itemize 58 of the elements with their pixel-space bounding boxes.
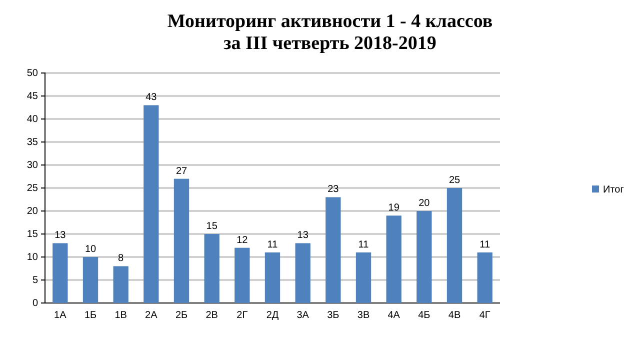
bar — [356, 252, 372, 303]
data-label: 8 — [118, 253, 124, 264]
x-tick-label: 1Б — [84, 310, 97, 322]
x-tick-label: 2Г — [236, 310, 248, 322]
x-tick-label: 2Б — [175, 310, 188, 322]
bar — [144, 105, 159, 303]
bar — [234, 248, 250, 303]
y-tick-label: 15 — [26, 229, 38, 240]
x-tick-label: 1В — [114, 310, 128, 322]
x-tick-label: 4А — [388, 310, 400, 322]
data-label: 12 — [236, 234, 248, 246]
y-tick-label: 40 — [26, 114, 38, 126]
y-tick-label: 10 — [26, 252, 38, 264]
data-label: 25 — [448, 175, 460, 186]
x-tick-label: 4Б — [418, 310, 431, 322]
y-tick-label: 45 — [26, 91, 38, 102]
bar — [113, 266, 128, 303]
y-tick-label: 35 — [26, 137, 38, 148]
data-label: 19 — [388, 202, 400, 214]
data-label: 11 — [267, 239, 278, 250]
x-tick-label: 2В — [206, 310, 218, 322]
data-label: 10 — [84, 244, 96, 255]
y-tick-label: 50 — [26, 68, 38, 80]
y-tick-label: 25 — [26, 183, 38, 194]
bar — [386, 216, 402, 303]
bar — [477, 252, 492, 303]
bar — [326, 197, 341, 303]
y-tick-label: 5 — [32, 275, 38, 286]
data-label: 15 — [206, 221, 218, 232]
data-label: 11 — [358, 239, 370, 250]
bar — [295, 243, 310, 303]
data-label: 27 — [176, 166, 188, 177]
data-label: 13 — [297, 230, 309, 242]
x-tick-label: 4В — [448, 310, 461, 322]
bar — [416, 211, 432, 303]
bar — [82, 257, 98, 303]
y-tick-label: 30 — [26, 160, 38, 172]
y-tick-label: 0 — [32, 298, 38, 310]
bar — [174, 178, 190, 303]
data-label: 23 — [328, 184, 340, 196]
x-tick-label: 2Д — [266, 310, 279, 322]
y-tick-label: 20 — [26, 206, 38, 218]
x-tick-label: 1А — [54, 310, 67, 322]
chart-title: Мониторинг активности 1 - 4 классов за III четверть 2018-2019 — [167, 11, 493, 54]
x-tick-label: 3В — [357, 310, 370, 322]
bar — [446, 188, 462, 303]
x-tick-label: 4Г — [479, 310, 491, 322]
bar — [52, 243, 68, 303]
x-tick-label: 3А — [296, 310, 310, 322]
legend-label: Итог — [603, 184, 624, 196]
x-tick-label: 2А — [145, 310, 158, 322]
x-tick-label: 3Б — [327, 310, 340, 322]
data-label: 11 — [480, 239, 490, 250]
bar — [264, 252, 280, 303]
data-label: 20 — [418, 198, 430, 209]
data-label: 43 — [146, 92, 158, 104]
bar — [204, 234, 220, 303]
data-label: 13 — [54, 230, 66, 242]
